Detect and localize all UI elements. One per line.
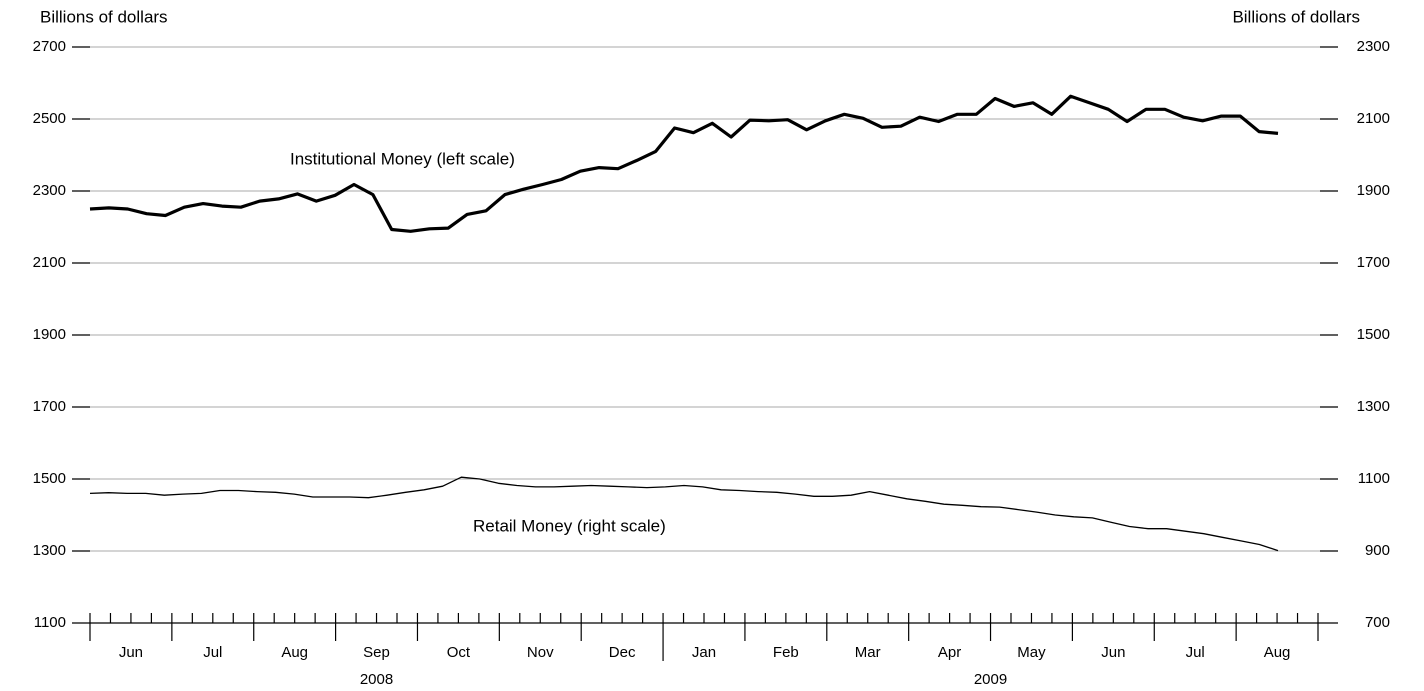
year-label: 2008: [360, 671, 393, 688]
series-line: [89, 94, 1279, 233]
y2-tick-label: 1900: [1357, 182, 1390, 199]
series-label: Retail Money (right scale): [473, 516, 666, 535]
x-tick-label: Nov: [527, 644, 554, 661]
x-tick-label: Sep: [363, 644, 390, 661]
x-tick-label: Aug: [1264, 644, 1291, 661]
y-tick-label: 2500: [33, 110, 66, 127]
y2-tick-label: 2300: [1357, 38, 1390, 55]
x-tick-label: Feb: [773, 644, 799, 661]
y2-tick-label: 700: [1365, 614, 1390, 631]
y-tick-label: 1900: [33, 326, 66, 343]
y-tick-label: 2700: [33, 38, 66, 55]
x-tick-label: Aug: [281, 644, 308, 661]
y-axis-label: Billions of dollars: [40, 7, 168, 26]
y-tick-label: 1300: [33, 542, 66, 559]
x-tick-label: Dec: [609, 644, 636, 661]
y2-tick-label: 1100: [1358, 470, 1390, 487]
year-label: 2009: [974, 671, 1007, 688]
x-tick-label: Jul: [203, 644, 222, 661]
x-tick-label: Oct: [447, 644, 471, 661]
y-tick-label: 2300: [33, 182, 66, 199]
x-tick-label: Apr: [938, 644, 961, 661]
series-line: [89, 476, 1279, 552]
y-tick-label: 1100: [34, 614, 66, 631]
y-tick-label: 2100: [33, 254, 66, 271]
x-tick-label: Jan: [692, 644, 716, 661]
y2-axis-label: Billions of dollars: [1232, 7, 1360, 26]
x-tick-label: Jul: [1186, 644, 1205, 661]
y2-tick-label: 1700: [1357, 254, 1390, 271]
x-tick-label: Jun: [1101, 644, 1125, 661]
y2-tick-label: 900: [1365, 542, 1390, 559]
x-tick-label: Mar: [855, 644, 881, 661]
y-tick-label: 1500: [33, 470, 66, 487]
x-tick-label: May: [1017, 644, 1046, 661]
y2-tick-label: 2100: [1357, 110, 1390, 127]
series-label: Institutional Money (left scale): [290, 149, 515, 168]
y2-tick-label: 1300: [1357, 398, 1390, 415]
x-tick-label: Jun: [119, 644, 143, 661]
y2-tick-label: 1500: [1357, 326, 1390, 343]
y-tick-label: 1700: [33, 398, 66, 415]
